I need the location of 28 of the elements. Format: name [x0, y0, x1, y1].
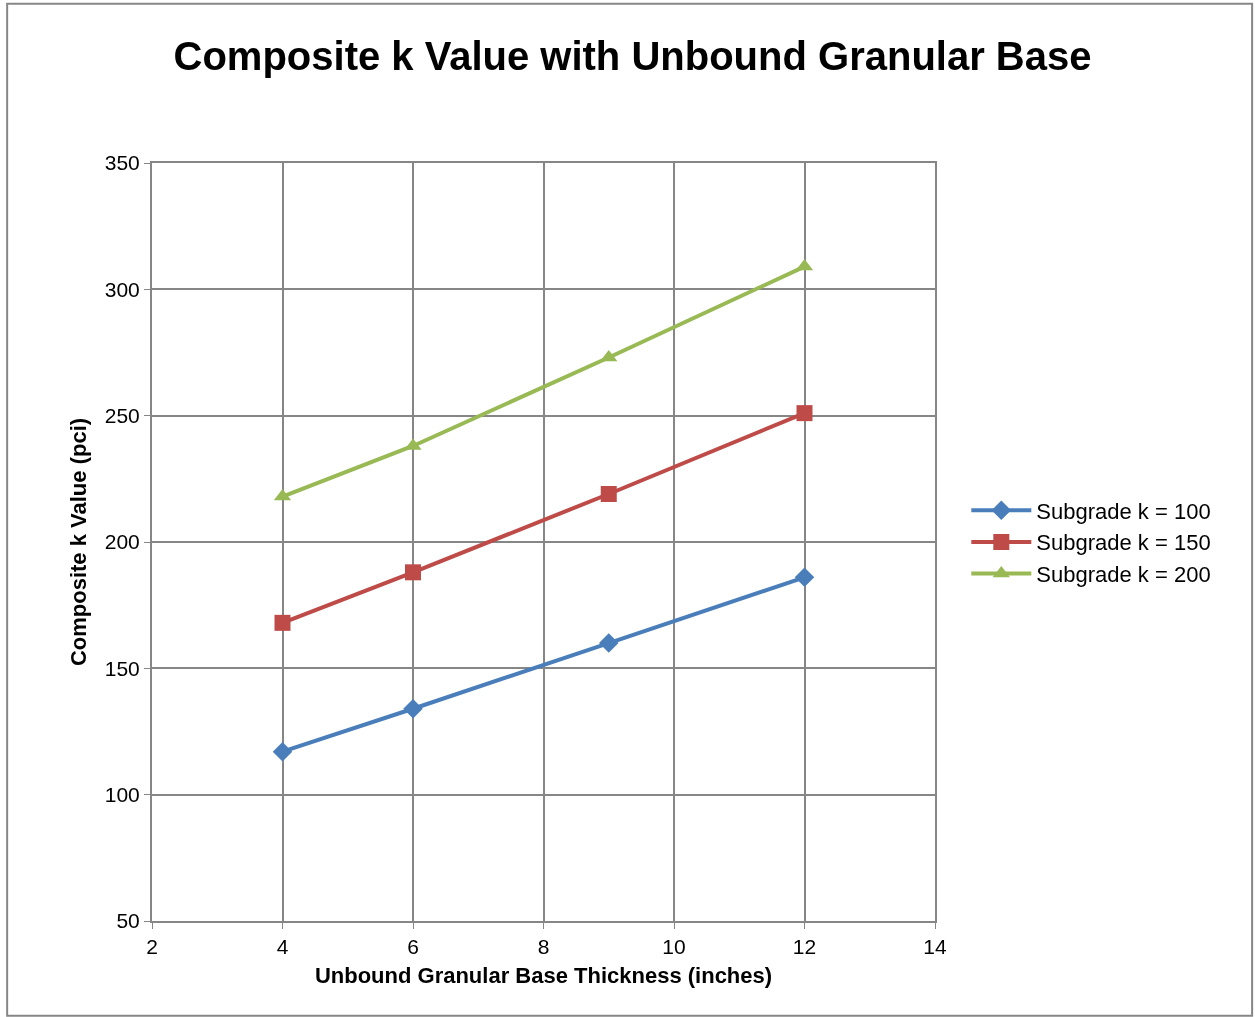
legend-label: Subgrade k = 200 [1036, 562, 1211, 588]
y-tick-label: 250 [104, 404, 140, 428]
y-tick-label: 150 [104, 656, 140, 680]
legend-label: Subgrade k = 100 [1036, 498, 1211, 524]
y-tick-label: 200 [104, 530, 140, 554]
point [274, 614, 291, 631]
x-tick-label: 2 [146, 935, 158, 959]
y-tick-label: 300 [104, 277, 140, 301]
y-axis-title: Composite k Value (pci) [66, 417, 92, 667]
point [272, 741, 293, 762]
legend-label: Subgrade k = 150 [1036, 530, 1211, 556]
x-tick-label: 4 [276, 935, 289, 959]
x-tick-label: 8 [537, 935, 550, 959]
y-tick-label: 100 [104, 783, 140, 807]
point [405, 564, 421, 581]
x-tick-label: 6 [407, 935, 419, 959]
x-tick-label: 14 [923, 935, 947, 959]
point [599, 633, 619, 653]
point [794, 567, 815, 588]
x-tick-label: 12 [792, 935, 817, 959]
chart-title: Composite k Value with Unbound Granular Base [173, 33, 1092, 78]
x-tick-label: 10 [662, 935, 686, 959]
x-axis-title: Unbound Granular Base Thickness (inches) [314, 962, 773, 988]
point [796, 405, 813, 422]
point [403, 699, 423, 719]
y-tick-label: 350 [104, 151, 140, 175]
point [600, 485, 617, 502]
y-tick-label: 50 [116, 909, 140, 933]
